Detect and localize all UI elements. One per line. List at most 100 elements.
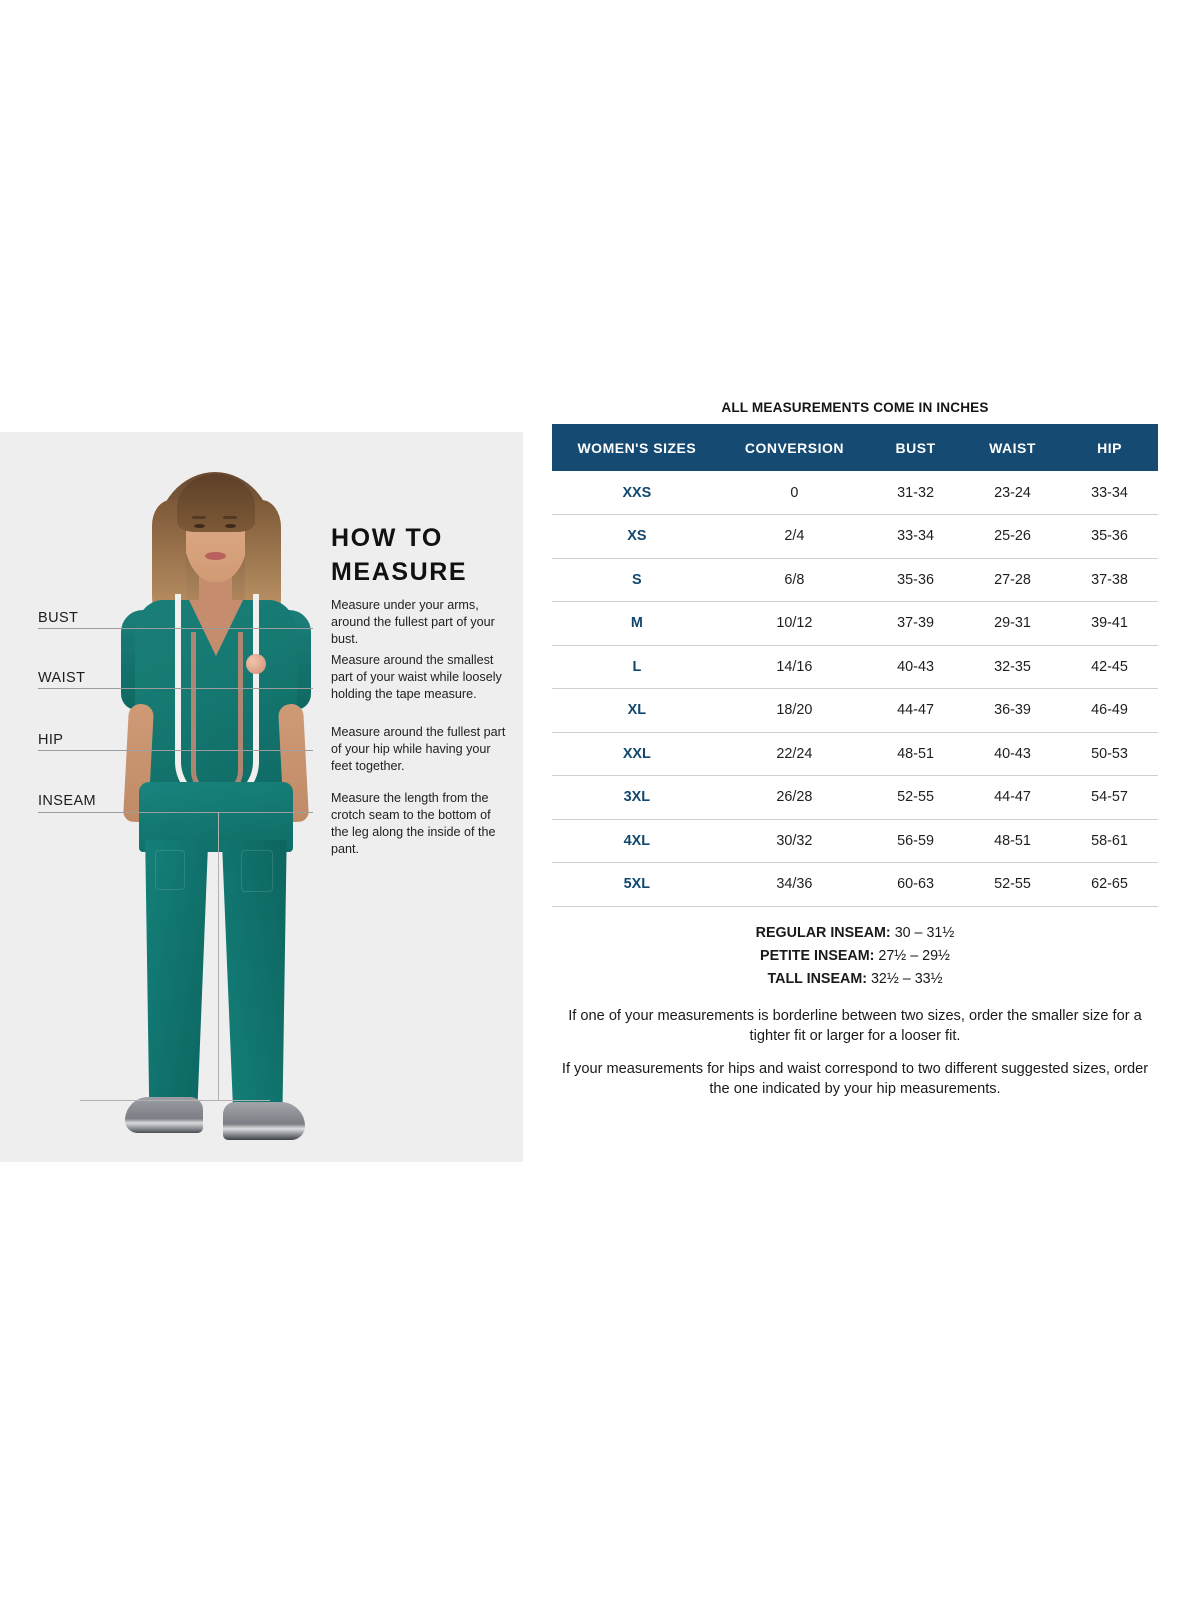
cell-waist: 36-39 [964, 688, 1062, 733]
instruction-hip: Measure around the fullest part of your … [331, 725, 506, 773]
model-eye-left [194, 524, 205, 528]
cell-bust: 44-47 [867, 688, 965, 733]
leader-line-hip [38, 750, 313, 751]
inseam-regular-value: 30 – 31½ [894, 925, 955, 941]
model-eyebrow-right [223, 516, 237, 519]
cell-hip: 37-38 [1061, 558, 1158, 602]
table-row: XXS 0 31-32 23-24 33-34 [552, 471, 1158, 515]
table-row: L 14/16 40-43 32-35 42-45 [552, 645, 1158, 689]
model-lips [205, 552, 226, 560]
table-row: XXL 22/24 48-51 40-43 50-53 [552, 732, 1158, 776]
table-row: XS 2/4 33-34 25-26 35-36 [552, 514, 1158, 559]
column-header-waist: WAIST [964, 424, 1062, 471]
table-row: S 6/8 35-36 27-28 37-38 [552, 558, 1158, 602]
cell-conversion: 10/12 [721, 601, 868, 646]
how-to-measure-title: HOW TO MEASURE [331, 522, 511, 589]
model-illustration [95, 442, 335, 1162]
cell-waist: 32-35 [964, 645, 1062, 689]
cell-conversion: 6/8 [721, 558, 868, 602]
cell-bust: 52-55 [867, 775, 965, 820]
cell-size: 4XL [552, 819, 722, 863]
cell-waist: 23-24 [964, 471, 1062, 515]
inseam-petite-label: PETITE INSEAM: [760, 948, 875, 965]
inseam-tall-value: 32½ – 33½ [870, 971, 943, 988]
cell-hip: 50-53 [1061, 732, 1158, 776]
cell-bust: 33-34 [867, 514, 965, 559]
cell-bust: 48-51 [867, 732, 965, 776]
cell-bust: 56-59 [867, 819, 965, 863]
instruction-inseam: Measure the length from the crotch seam … [331, 791, 496, 856]
cell-conversion: 22/24 [721, 732, 868, 776]
size-chart-table: WOMEN'S SIZES CONVERSION BUST WAIST HIP … [552, 424, 1158, 907]
cell-waist: 25-26 [964, 514, 1062, 559]
table-row: 4XL 30/32 56-59 48-51 58-61 [552, 819, 1158, 863]
how-to-measure-title-line2: MEASURE [331, 557, 468, 586]
chart-title: ALL MEASUREMENTS COME IN INCHES [721, 400, 989, 415]
scrub-pant-leg-right [221, 840, 287, 1118]
cell-size: XXS [552, 471, 722, 515]
instruction-bust: Measure under your arms, around the full… [331, 598, 495, 646]
cell-size: 5XL [552, 862, 722, 907]
cell-conversion: 14/16 [721, 645, 868, 689]
cell-bust: 31-32 [867, 471, 965, 515]
stethoscope-inner-tube [191, 632, 243, 797]
table-row: 3XL 26/28 52-55 44-47 54-57 [552, 775, 1158, 820]
cell-hip: 42-45 [1061, 645, 1158, 689]
cell-conversion: 0 [721, 471, 868, 515]
cell-size: S [552, 558, 722, 602]
shoe-left [125, 1097, 203, 1133]
cell-hip: 39-41 [1061, 601, 1158, 646]
table-row: 5XL 34/36 60-63 52-55 62-65 [552, 862, 1158, 907]
column-header-hip: HIP [1061, 424, 1158, 471]
inseam-tall: TALL INSEAM: 32½ – 33½ [552, 968, 1158, 991]
inseam-regular-label: REGULAR INSEAM: [755, 925, 891, 941]
label-hip: HIP [38, 732, 64, 748]
cell-size: M [552, 601, 722, 646]
cell-bust: 37-39 [867, 601, 965, 646]
model-hair-front [177, 474, 255, 532]
inseam-petite: PETITE INSEAM: 27½ – 29½ [552, 945, 1158, 968]
table-row: M 10/12 37-39 29-31 39-41 [552, 601, 1158, 646]
cell-size: L [552, 645, 722, 689]
table-body: XXS 0 31-32 23-24 33-34 XS 2/4 33-34 25-… [552, 471, 1158, 907]
cell-waist: 44-47 [964, 775, 1062, 820]
cell-hip: 58-61 [1061, 819, 1158, 863]
cell-hip: 54-57 [1061, 775, 1158, 820]
cell-waist: 40-43 [964, 732, 1062, 776]
model-eye-right [225, 524, 236, 528]
leader-line-inseam [38, 812, 313, 813]
cell-waist: 52-55 [964, 862, 1062, 907]
label-inseam: INSEAM [38, 793, 96, 809]
cell-conversion: 30/32 [721, 819, 868, 863]
cell-size: XXL [552, 732, 722, 776]
cell-conversion: 18/20 [721, 688, 868, 733]
cell-waist: 29-31 [964, 601, 1062, 646]
shoe-right [223, 1102, 305, 1140]
cell-size: XS [552, 514, 722, 559]
cell-hip: 35-36 [1061, 514, 1158, 559]
inseam-regular: REGULAR INSEAM: 30 – 31½ [552, 922, 1158, 945]
inseam-baseline [80, 1100, 270, 1101]
cell-conversion: 34/36 [721, 862, 868, 907]
cell-bust: 40-43 [867, 645, 965, 689]
model-eyebrow-left [192, 516, 206, 519]
inseam-tall-label: TALL INSEAM: [767, 971, 867, 988]
cell-bust: 35-36 [867, 558, 965, 602]
cell-waist: 27-28 [964, 558, 1062, 602]
table-row: XL 18/20 44-47 36-39 46-49 [552, 688, 1158, 733]
scrub-pocket-left [155, 850, 185, 890]
scrub-pocket-right [241, 850, 273, 892]
cell-hip: 62-65 [1061, 862, 1158, 907]
note-hip-priority: If your measurements for hips and waist … [561, 1061, 1149, 1098]
column-header-bust: BUST [867, 424, 965, 471]
table-header: WOMEN'S SIZES CONVERSION BUST WAIST HIP [552, 424, 1158, 471]
stethoscope-bell-icon [246, 654, 266, 674]
inseam-petite-value: 27½ – 29½ [878, 948, 950, 965]
cell-size: XL [552, 688, 722, 733]
cell-size: 3XL [552, 775, 722, 820]
column-header-womens-sizes: WOMEN'S SIZES [552, 424, 722, 471]
column-header-conversion: CONVERSION [721, 424, 868, 471]
table-header-row: WOMEN'S SIZES CONVERSION BUST WAIST HIP [552, 424, 1158, 471]
cell-bust: 60-63 [867, 862, 965, 907]
